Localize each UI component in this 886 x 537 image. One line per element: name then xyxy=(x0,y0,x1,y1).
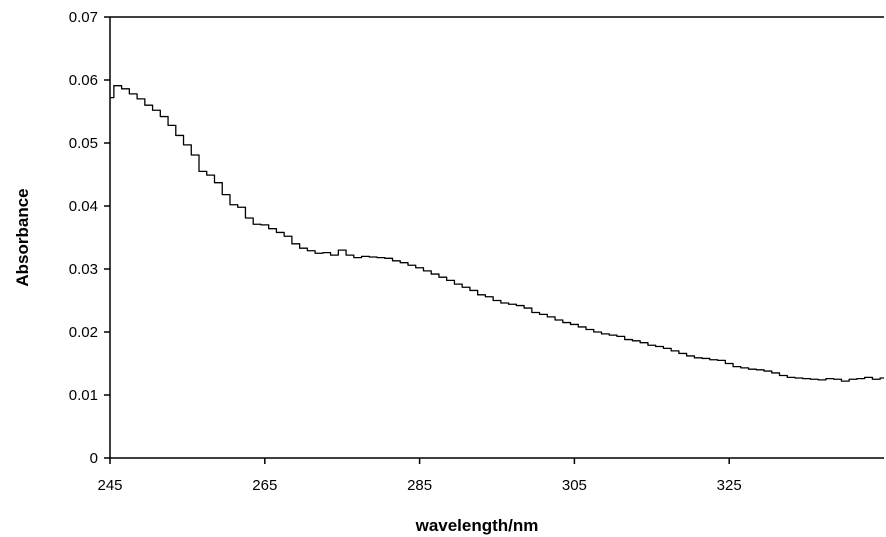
absorbance-series-line xyxy=(110,85,884,382)
y-tick-label: 0.01 xyxy=(69,387,98,404)
plot-area xyxy=(109,16,884,459)
y-axis-title: Absorbance xyxy=(13,188,32,286)
y-tick-label: 0.02 xyxy=(69,324,98,341)
y-axis-ticks: 0 0.01 0.02 0.03 0.04 0.05 0.06 0.07 xyxy=(69,9,110,467)
x-tick-label: 265 xyxy=(252,477,277,494)
x-tick-label: 325 xyxy=(717,477,742,494)
y-tick-label: 0.03 xyxy=(69,261,98,278)
x-tick-label: 245 xyxy=(97,477,122,494)
y-tick-label: 0.04 xyxy=(69,198,98,215)
y-tick-label: 0.06 xyxy=(69,72,98,89)
y-tick-label: 0 xyxy=(90,450,98,467)
y-tick-label: 0.05 xyxy=(69,135,98,152)
x-axis-title: wavelength/nm xyxy=(415,516,539,535)
x-tick-label: 305 xyxy=(562,477,587,494)
x-tick-label: 285 xyxy=(407,477,432,494)
y-tick-label: 0.07 xyxy=(69,9,98,26)
x-axis-ticks: 245 265 285 305 325 xyxy=(97,458,742,494)
